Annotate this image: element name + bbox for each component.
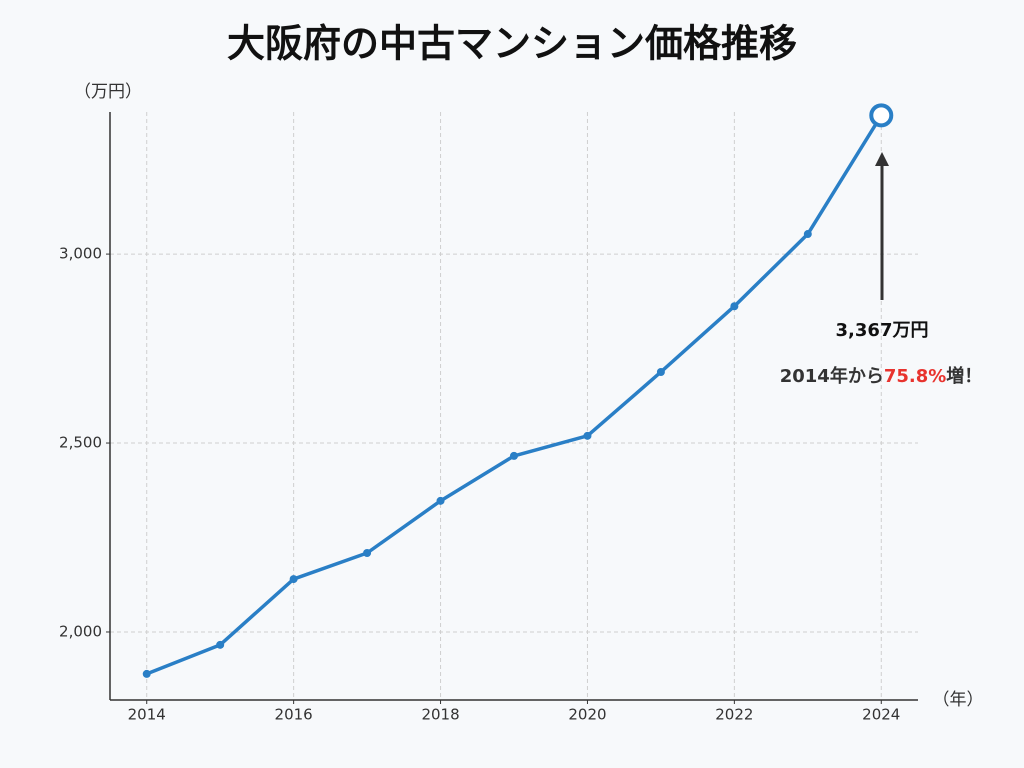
data-point (216, 640, 225, 649)
data-point (510, 451, 518, 460)
data-point (730, 302, 739, 311)
annotation-prefix: 2014年から (780, 365, 884, 387)
x-tick-label: 2014 (128, 706, 166, 724)
data-point (363, 549, 372, 557)
annotation-highlight: 75.8% (884, 366, 946, 387)
annotation-arrow-head (875, 152, 889, 166)
x-tick-label: 2018 (421, 706, 459, 724)
y-tick-label: 3,000 (59, 245, 102, 263)
y-tick-label: 2,500 (59, 434, 102, 452)
x-axis-label: （年） (933, 690, 984, 710)
highlight-marker (869, 103, 894, 128)
x-tick-label: 2016 (275, 706, 313, 724)
annotation-suffix: 増！ (946, 365, 982, 387)
data-point (436, 496, 445, 505)
y-tick-label: 2,000 (59, 622, 102, 640)
chart-title: 大阪府の中古マンション価格推移 (227, 22, 797, 66)
y-axis-label: （万円） (74, 82, 142, 102)
data-point (289, 575, 298, 584)
x-tick-label: 2020 (568, 706, 606, 724)
x-tick-label: 2022 (715, 706, 753, 724)
data-point (803, 230, 812, 239)
annotation-text: 2014年から75.8%増！ (780, 365, 983, 387)
data-point (583, 431, 592, 440)
data-point (656, 367, 665, 376)
data-point (142, 669, 151, 678)
x-tick-label: 2024 (862, 706, 900, 724)
annotation-value: 3,367万円 (836, 320, 929, 341)
